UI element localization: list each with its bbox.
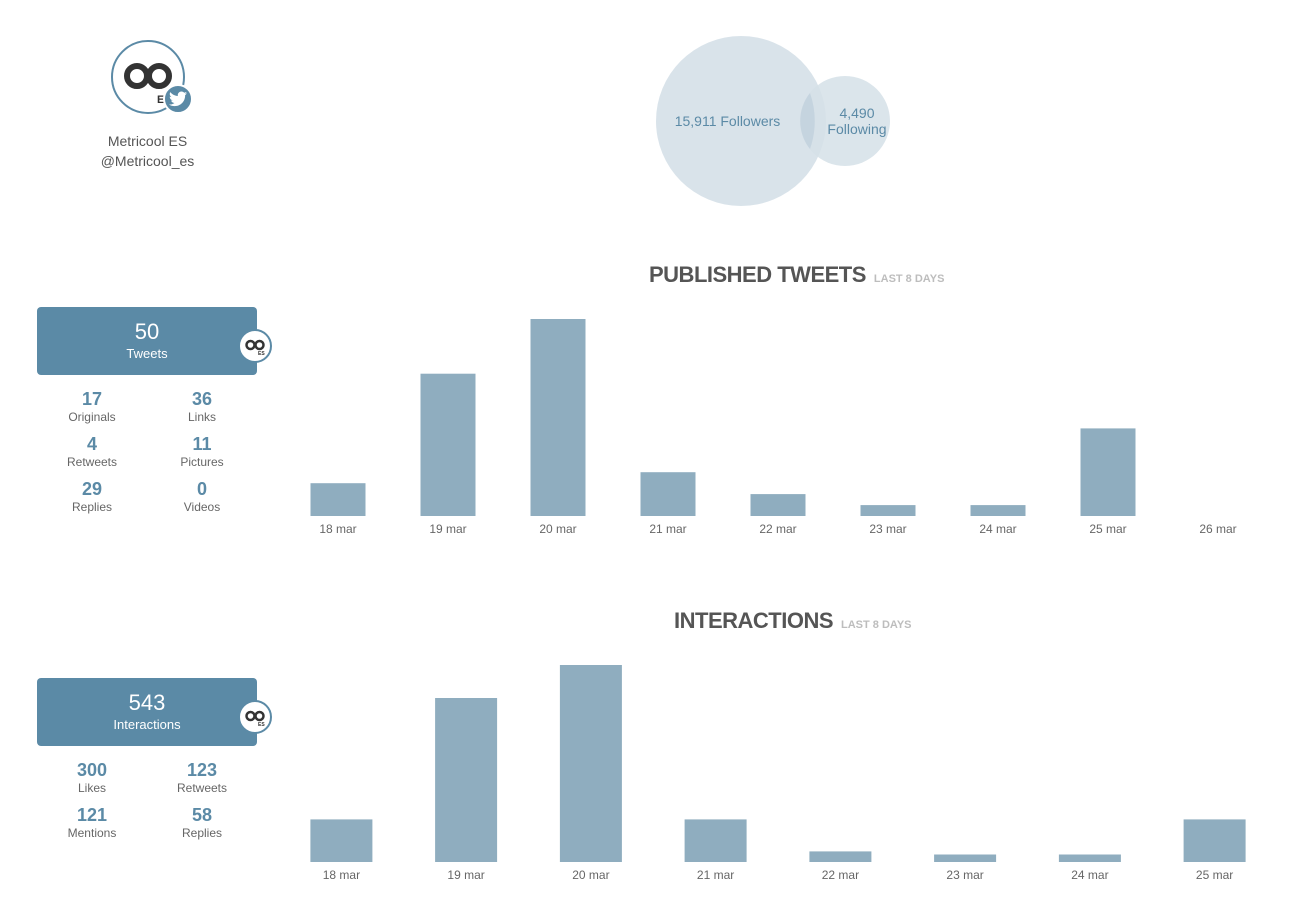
metricool-logo-icon: ES [238,329,272,363]
tweets-section-title: PUBLISHED TWEETS LAST 8 DAYS [649,262,945,287]
stat-retweets: 4 Retweets [66,434,118,469]
tweets-total-card: 50 Tweets ES [37,307,272,375]
stat-originals: 17 Originals [68,389,116,424]
x-tick-label: 24 mar [979,522,1016,536]
tweets-total-value: 50 [134,319,160,344]
following-value: 4,490 [839,105,875,121]
bar-24-mar[interactable] [1058,854,1121,863]
x-tick-label: 25 mar [1089,522,1126,536]
x-tick-label: 23 mar [869,522,906,536]
x-tick-label: 18 mar [323,868,360,882]
bar-24-mar[interactable] [970,505,1026,516]
interactions-section-subtitle: LAST 8 DAYS [841,619,912,631]
stat-interaction-retweets: 123 Retweets [176,760,228,795]
stat-links: 36 Links [187,389,216,424]
x-tick-label: 22 mar [822,868,859,882]
followers-label: 15,911 Followers [674,113,781,129]
bar-22-mar[interactable] [750,494,806,516]
bar-21-mar[interactable] [684,819,747,862]
x-tick-label: 19 mar [429,522,466,536]
followers-circle [656,36,826,206]
x-tick-label: 20 mar [539,522,576,536]
interactions-section-title: INTERACTIONS LAST 8 DAYS [674,608,912,633]
x-tick-label: 20 mar [572,868,609,882]
stat-likes: 300 Likes [76,760,108,795]
venn-overlap [800,93,815,149]
x-tick-label: 26 mar [1199,522,1236,536]
x-tick-label: 21 mar [697,868,734,882]
svg-text:ES: ES [258,351,265,355]
followers-venn: 15,911 Followers 4,490 Following [650,30,910,215]
bar-20-mar[interactable] [530,319,586,516]
bar-19-mar[interactable] [435,698,498,862]
bar-25-mar[interactable] [1080,428,1136,516]
svg-text:ES: ES [258,722,265,726]
avatar[interactable]: E [110,40,193,114]
tweets-section-subtitle: LAST 8 DAYS [873,273,945,285]
bar-19-mar[interactable] [420,373,476,516]
bar-23-mar[interactable] [934,854,997,863]
x-tick-label: 23 mar [946,868,983,882]
stat-interaction-replies: 58 Replies [181,805,223,840]
bar-25-mar[interactable] [1183,819,1246,862]
following-circle [800,76,890,166]
stat-replies: 29 Replies [71,479,113,514]
profile-handle: @Metricool_es [100,153,195,169]
x-tick-label: 22 mar [759,522,796,536]
metricool-logo-icon: E [123,63,172,106]
stat-pictures: 11 Pictures [180,434,224,469]
bar-20-mar[interactable] [559,665,622,862]
stat-mentions: 121 Mentions [67,805,117,840]
metricool-logo-icon: ES [238,700,272,734]
profile-card: E Metricool ES @Metricool_es [60,40,235,171]
bar-23-mar[interactable] [860,505,916,516]
bar-18-mar[interactable] [310,483,366,516]
x-tick-label: 21 mar [649,522,686,536]
stat-videos: 0 Videos [183,479,221,514]
twitter-badge [162,84,193,114]
x-tick-label: 24 mar [1071,868,1108,882]
interactions-total-card: 543 Interactions ES [37,678,272,746]
tweets-total-label: Tweets [126,346,168,361]
following-label: Following [827,121,887,137]
interactions-total-label: Interactions [113,717,181,732]
interactions-total-value: 543 [128,690,166,715]
x-tick-label: 25 mar [1196,868,1233,882]
bar-22-mar[interactable] [809,851,872,862]
svg-text:E: E [157,94,164,106]
x-tick-label: 19 mar [447,868,484,882]
twitter-bird-icon [168,91,187,107]
x-tick-label: 18 mar [319,522,356,536]
bar-21-mar[interactable] [640,472,696,516]
profile-name: Metricool ES [107,133,188,149]
bar-18-mar[interactable] [310,819,373,862]
